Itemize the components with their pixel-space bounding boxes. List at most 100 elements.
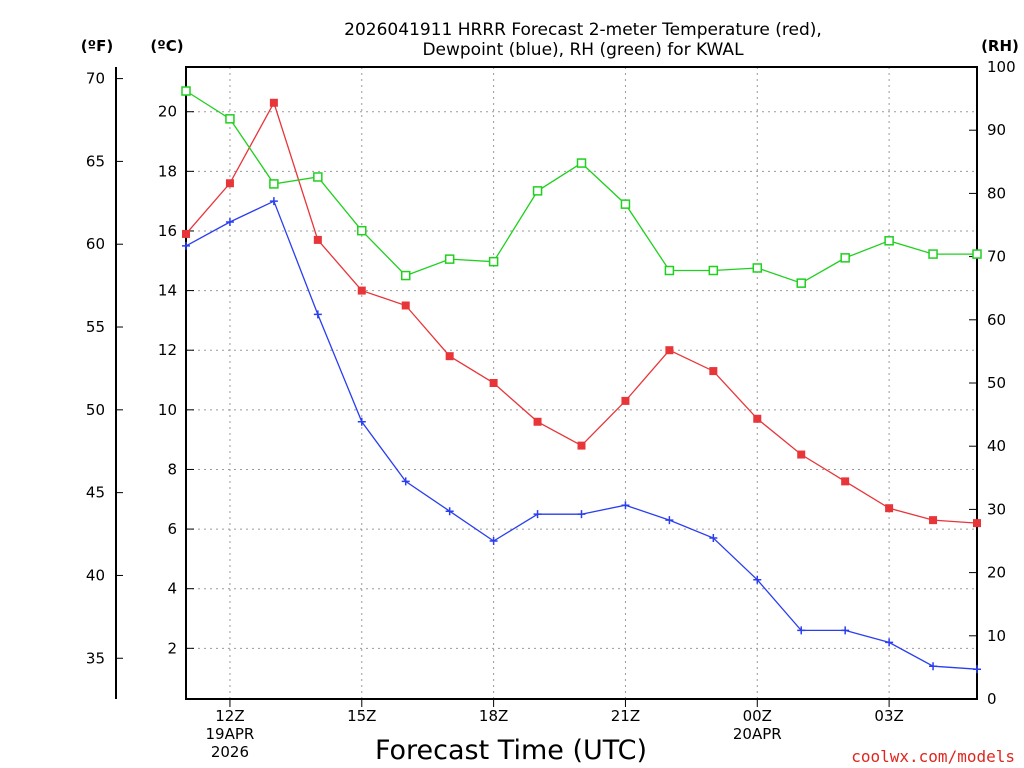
temperature-point [269, 98, 278, 107]
celsius-unit-label: (ºC) [150, 37, 183, 55]
dewpoint-point [973, 665, 981, 674]
dewpoint-point [489, 537, 498, 545]
x-tick-label: 19APR [206, 725, 255, 743]
x-tick-label: 12Z [215, 707, 244, 725]
rh-line [185, 90, 977, 284]
temperature-point [885, 504, 894, 513]
temperature-point [709, 367, 718, 376]
rh-point [972, 249, 982, 259]
celsius-tick-label: 4 [167, 580, 177, 598]
fahrenheit-tick-label: 35 [86, 649, 105, 667]
rh-tick-label: 80 [987, 184, 1006, 202]
temperature-point [182, 229, 190, 238]
rh-unit-label: (RH) [981, 37, 1019, 55]
temperature-point [357, 286, 366, 295]
dewpoint-point [797, 626, 806, 635]
dewpoint-point [665, 516, 674, 525]
dewpoint-point [225, 218, 234, 227]
rh-tick-label: 60 [987, 311, 1006, 329]
rh-point [225, 114, 235, 124]
dewpoint-point [533, 510, 542, 519]
rh-point [928, 249, 938, 259]
rh-point [840, 253, 850, 263]
celsius-tick-label: 14 [158, 282, 177, 300]
temperature-point [445, 352, 454, 361]
celsius-tick-label: 8 [167, 460, 177, 478]
celsius-tick-label: 18 [158, 162, 177, 180]
dewpoint-point [709, 534, 718, 543]
rh-point [400, 270, 411, 281]
rh-point [620, 199, 631, 209]
temperature-point [225, 179, 234, 188]
temperature-point [973, 519, 981, 528]
data-series [181, 86, 982, 674]
rh-point [576, 158, 587, 168]
temperature-point [665, 346, 674, 355]
rh-tick-label: 50 [987, 374, 1006, 392]
celsius-tick-label: 20 [158, 103, 177, 121]
temperature-point [577, 441, 586, 450]
rh-point [796, 278, 806, 288]
dewpoint-point [401, 477, 410, 486]
chart-title-line2: Dewpoint (blue), RH (green) for KWAL [422, 40, 744, 60]
celsius-tick-label: 2 [167, 639, 177, 657]
rh-point [181, 86, 191, 96]
rh-point [357, 225, 367, 236]
rh-point [269, 179, 279, 189]
rh-tick-label: 40 [987, 437, 1006, 455]
temperature-point [753, 414, 762, 423]
x-tick-label: 00Z [743, 707, 772, 725]
rh-point [444, 254, 455, 264]
rh-tick-label: 30 [987, 500, 1006, 518]
dewpoint-point [841, 626, 850, 635]
dewpoint-point [929, 662, 938, 671]
fahrenheit-tick-label: 70 [86, 70, 105, 88]
rh-point [532, 186, 543, 196]
fahrenheit-tick-label: 45 [86, 484, 105, 502]
axes [115, 66, 978, 707]
fahrenheit-unit-label: (ºF) [81, 37, 113, 55]
dewpoint-point [269, 197, 278, 206]
x-tick-label: 21Z [611, 707, 640, 725]
temperature-point [929, 516, 938, 525]
rh-point [708, 265, 719, 276]
dewpoint-point [885, 638, 894, 647]
celsius-tick-label: 16 [158, 222, 177, 240]
dewpoint-point [445, 507, 454, 516]
fahrenheit-tick-label: 40 [86, 566, 105, 584]
temperature-point [401, 301, 410, 310]
rh-tick-label: 100 [987, 58, 1016, 76]
celsius-tick-label: 10 [158, 401, 177, 419]
rh-point [313, 172, 323, 182]
rh-point [752, 263, 763, 273]
rh-point [884, 236, 894, 246]
rh-tick-label: 90 [987, 121, 1006, 139]
temperature-point [533, 417, 542, 426]
dewpoint-line [185, 200, 978, 670]
celsius-tick-label: 6 [167, 520, 177, 538]
x-tick-label: 15Z [347, 707, 376, 725]
credit-text: coolwx.com/models [851, 747, 1015, 766]
rh-tick-label: 10 [987, 627, 1006, 645]
dewpoint-point [182, 241, 190, 250]
fahrenheit-tick-label: 50 [86, 401, 105, 419]
chart-title-line1: 2026041911 HRRR Forecast 2-meter Tempera… [344, 20, 822, 40]
dewpoint-point [621, 501, 630, 510]
rh-tick-label: 20 [987, 564, 1006, 582]
rh-tick-label: 0 [987, 690, 997, 708]
x-tick-label: 20APR [733, 725, 782, 743]
temperature-point [313, 235, 322, 244]
x-tick-label: 2026 [211, 743, 249, 761]
celsius-tick-label: 12 [158, 341, 177, 359]
fahrenheit-tick-label: 55 [86, 318, 105, 336]
dewpoint-point [577, 510, 586, 519]
temperature-point [489, 379, 498, 387]
rh-point [488, 256, 499, 267]
temperature-point [841, 477, 850, 486]
fahrenheit-tick-label: 60 [86, 235, 105, 253]
fahrenheit-tick-label: 65 [86, 152, 105, 170]
dewpoint-point [753, 575, 762, 584]
temperature-point [797, 450, 806, 459]
